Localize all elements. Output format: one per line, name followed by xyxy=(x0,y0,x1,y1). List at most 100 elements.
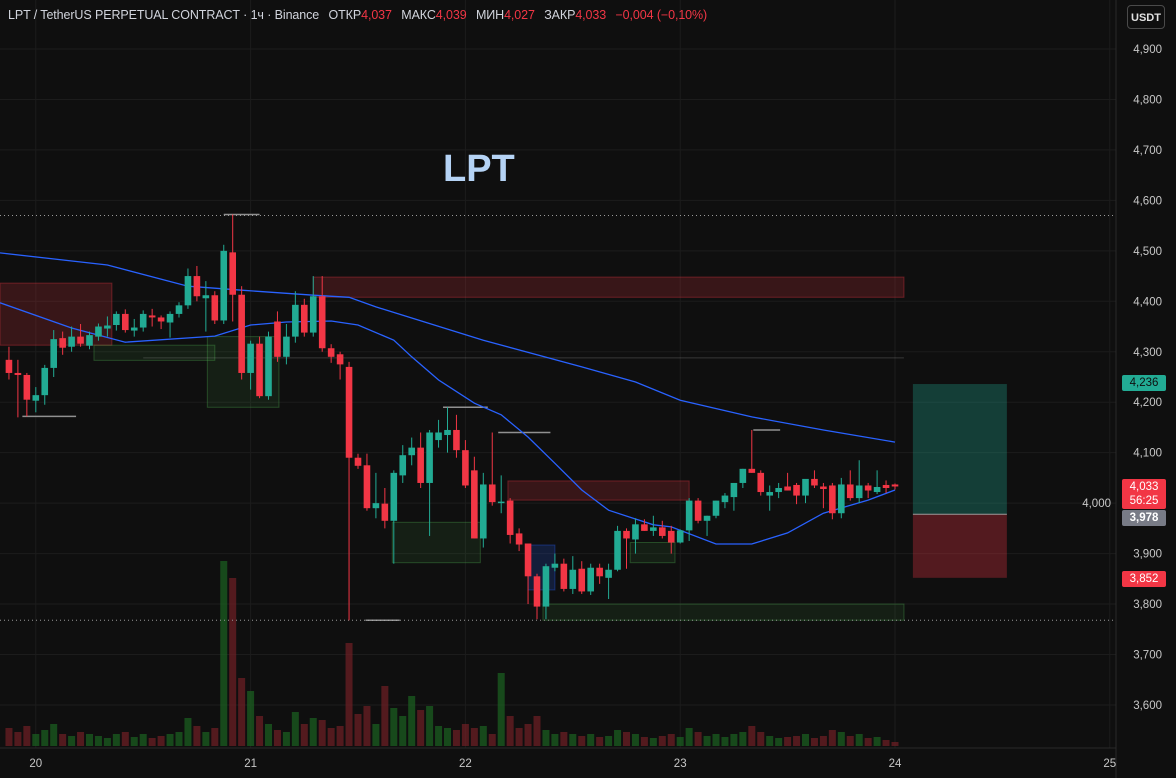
volume-bar xyxy=(309,718,317,746)
volume-bar xyxy=(730,734,738,746)
candle-down xyxy=(623,530,630,539)
candle-down xyxy=(336,354,344,365)
stop-price-tag: 3,852 xyxy=(1122,571,1166,587)
interval: 1ч xyxy=(250,8,264,22)
candle-down xyxy=(23,374,31,400)
candle-down xyxy=(77,336,84,344)
candle-up xyxy=(184,276,192,306)
volume-bar xyxy=(775,738,783,746)
volume-bar xyxy=(23,726,31,746)
candle-up xyxy=(247,343,254,373)
volume-bar xyxy=(112,734,120,746)
volume-bar xyxy=(873,737,881,746)
volume-bar xyxy=(417,710,425,746)
candle-down xyxy=(659,527,666,536)
candle-up xyxy=(139,313,147,328)
volume-bar xyxy=(479,726,487,746)
candle-down xyxy=(211,295,219,321)
volume-bar xyxy=(461,724,469,746)
candle-up xyxy=(685,500,693,531)
price-axis[interactable]: 4,900 4,800 4,700 4,600 4,500 4,400 4,300 4,200… xyxy=(1082,44,1162,712)
separator: · xyxy=(243,8,248,22)
symbol-name: LPT / TetherUS PERPETUAL CONTRACT xyxy=(8,8,240,22)
chart-text-label[interactable]: LPT xyxy=(443,148,515,190)
volume-bar xyxy=(837,732,845,746)
candle-down xyxy=(533,576,541,607)
candle-down xyxy=(381,503,389,521)
candle-down xyxy=(820,486,827,490)
bar-countdown: 56:25 xyxy=(1129,495,1159,507)
candle-up xyxy=(292,304,299,337)
long-position-tool[interactable] xyxy=(912,384,1007,578)
candle-up xyxy=(632,524,639,540)
candle-up xyxy=(605,569,612,578)
y-tick-label: 4,900 xyxy=(1133,44,1162,56)
volume-bar xyxy=(372,724,380,746)
volume-bar xyxy=(667,734,675,746)
candle-up xyxy=(444,429,451,436)
x-tick-label: 24 xyxy=(889,758,902,770)
candle-down xyxy=(757,472,765,493)
candle-down xyxy=(748,468,756,473)
volume-bar xyxy=(336,726,344,746)
volume-bar xyxy=(193,726,201,746)
demand-zone xyxy=(93,344,216,361)
fvg-zone xyxy=(527,544,556,591)
currency-button[interactable]: USDT xyxy=(1127,5,1165,29)
candle-up xyxy=(399,455,407,476)
volume-bar xyxy=(882,740,890,746)
candle-up xyxy=(390,472,398,521)
low-label: МИН xyxy=(475,8,505,22)
close-value: 4,033 xyxy=(575,8,607,22)
candle-up xyxy=(569,569,577,589)
candle-down xyxy=(318,296,326,349)
volume-bar xyxy=(864,738,872,746)
volume-bar xyxy=(256,716,264,746)
volume-bar xyxy=(202,732,210,746)
volume-bar xyxy=(32,734,40,746)
candle-down xyxy=(784,486,791,491)
volume-bar xyxy=(891,742,899,746)
candle-up xyxy=(130,327,138,331)
candle-up xyxy=(614,530,621,570)
volume-bar xyxy=(238,678,246,746)
candle-down xyxy=(694,500,702,521)
volume-bar xyxy=(739,732,747,746)
candle-down xyxy=(14,372,22,375)
entry-price-tag: 3,978 xyxy=(1122,510,1166,526)
open-label: ОТКР xyxy=(328,8,362,22)
volume-bar xyxy=(273,730,281,746)
candle-down xyxy=(488,484,496,503)
candle-down xyxy=(811,478,818,486)
volume-bar xyxy=(5,728,13,746)
volume-bar xyxy=(819,736,827,746)
volume-bar xyxy=(810,738,818,746)
candle-up xyxy=(220,250,228,321)
candle-down xyxy=(560,563,568,589)
volume-bar xyxy=(265,724,272,746)
target-price-tag: 4,236 xyxy=(1122,375,1166,391)
candle-up xyxy=(802,478,809,496)
candle-down xyxy=(515,533,523,545)
volume-bar xyxy=(605,736,613,746)
candle-up xyxy=(86,335,93,346)
volume-bar xyxy=(381,686,389,746)
candle-down xyxy=(229,252,236,295)
candle-down xyxy=(846,484,854,499)
y-tick-label: 4,500 xyxy=(1133,246,1162,258)
candle-up xyxy=(775,488,782,493)
volume-bar xyxy=(703,736,711,746)
last-price: 4,033 xyxy=(1129,481,1159,493)
x-tick-label: 23 xyxy=(674,758,687,770)
entry-price: 3,978 xyxy=(1129,512,1159,524)
symbol-legend[interactable]: LPT / TetherUS PERPETUAL CONTRACT · 1ч ·… xyxy=(8,8,707,22)
candle-down xyxy=(471,470,478,539)
volume-bar xyxy=(426,706,434,746)
volume-bar xyxy=(488,734,496,746)
volume-bar xyxy=(444,728,451,746)
volume-bar xyxy=(560,732,568,746)
time-axis[interactable]: 20 21 22 23 24 25 xyxy=(29,758,1116,770)
x-tick-label: 22 xyxy=(459,758,472,770)
y-tick-label: 4,000 xyxy=(1082,498,1111,510)
